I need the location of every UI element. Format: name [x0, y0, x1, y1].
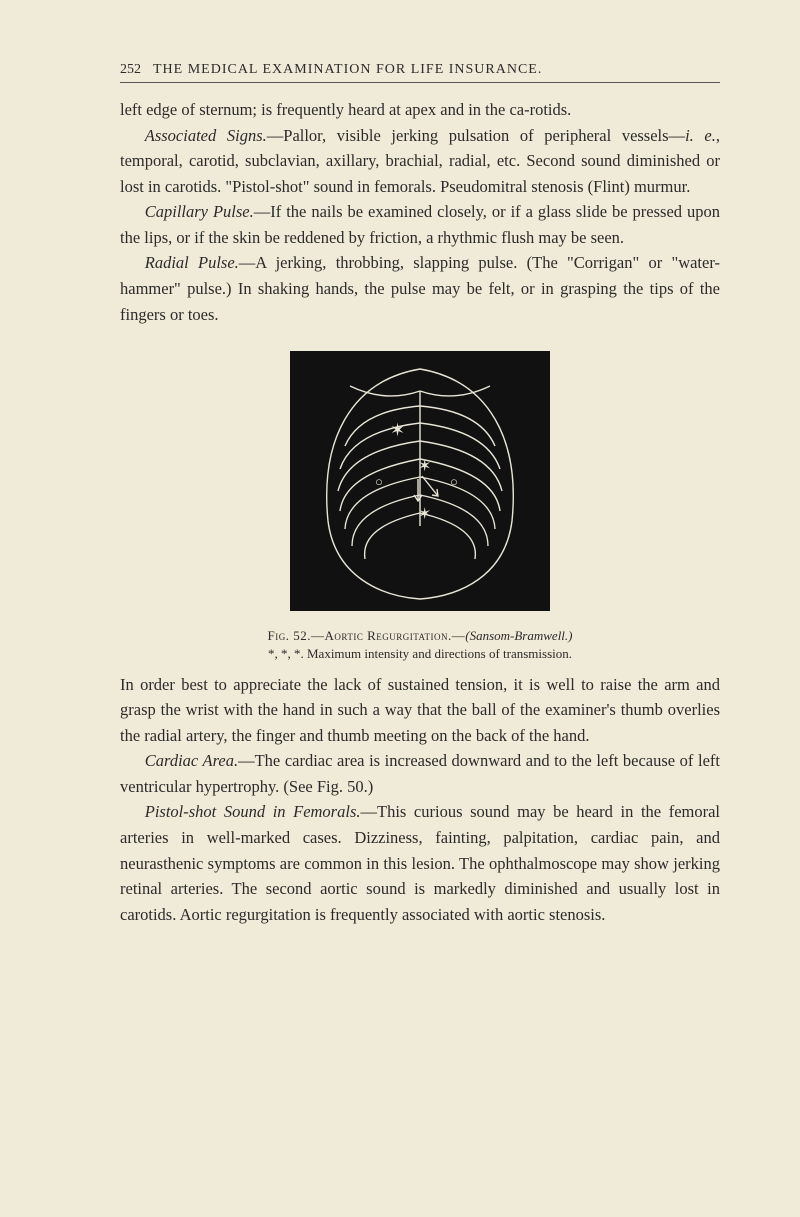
para-1-text: left edge of sternum; is frequently hear…	[120, 100, 571, 119]
header-rule	[120, 82, 720, 83]
page-number: 252	[120, 62, 141, 77]
running-head: THE MEDICAL EXAMINATION FOR LIFE INSURAN…	[153, 62, 542, 77]
figure-caption: Fig. 52.—Aortic Regurgitation.—(Sansom-B…	[120, 626, 720, 646]
para-6: Cardiac Area.—The cardiac area is increa…	[120, 748, 720, 799]
para-2-b: —Pallor, visible jerking pulsation of pe…	[267, 126, 685, 145]
marker-o-right: ○	[450, 474, 458, 489]
body-text-lower: In order best to appreciate the lack of …	[120, 672, 720, 928]
para-5: In order best to appreciate the lack of …	[120, 672, 720, 749]
para-5-text: In order best to appreciate the lack of …	[120, 675, 720, 745]
para-2-head: Associated Signs.	[145, 126, 267, 145]
figure-caption-2: *, *, *. Maximum intensity and direction…	[120, 646, 720, 662]
marker-o-left: ○	[375, 474, 383, 489]
caption-title: —Aortic Regurgitation.—	[311, 628, 465, 643]
body-text: left edge of sternum; is frequently hear…	[120, 97, 720, 327]
marker-asterisk-2: ✶	[418, 458, 431, 475]
page-header: 252 THE MEDICAL EXAMINATION FOR LIFE INS…	[120, 60, 720, 78]
marker-asterisk-1: ✶	[390, 420, 405, 440]
para-4: Radial Pulse.—A jerking, throbbing, slap…	[120, 250, 720, 327]
caption-source: (Sansom-Bramwell.)	[465, 628, 572, 643]
ribcage-icon: ✶ ✶ ✶ ○ ○	[290, 351, 550, 611]
para-1: left edge of sternum; is frequently hear…	[120, 97, 720, 123]
para-7-head: Pistol-shot Sound in Femorals.	[145, 802, 361, 821]
figure-block: ✶ ✶ ✶ ○ ○ Fig. 52.—Aortic Regurgitation.…	[120, 351, 720, 662]
marker-asterisk-3: ✶	[418, 506, 431, 523]
page: 252 THE MEDICAL EXAMINATION FOR LIFE INS…	[0, 0, 800, 1217]
caption-label: Fig. 52.	[267, 628, 310, 643]
para-4-head: Radial Pulse.	[145, 253, 239, 272]
para-3: Capillary Pulse.—If the nails be examine…	[120, 199, 720, 250]
para-7: Pistol-shot Sound in Femorals.—This curi…	[120, 799, 720, 927]
figure-image: ✶ ✶ ✶ ○ ○	[290, 351, 550, 611]
para-2: Associated Signs.—Pallor, visible jerkin…	[120, 123, 720, 200]
para-6-head: Cardiac Area.	[145, 751, 238, 770]
para-2-ie: i. e.	[685, 126, 716, 145]
para-3-head: Capillary Pulse.	[145, 202, 254, 221]
